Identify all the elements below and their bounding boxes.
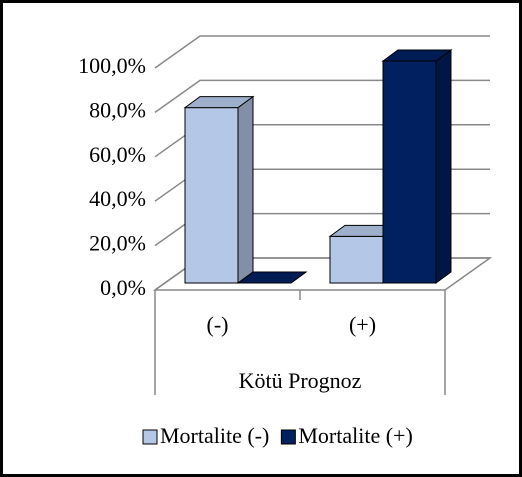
bar	[329, 235, 384, 284]
bar-top	[236, 271, 308, 284]
legend-swatch	[142, 429, 158, 445]
y-tick-label: 20,0%	[89, 231, 146, 256]
bar-side	[237, 95, 254, 284]
x-tick-label: (-)	[207, 312, 229, 337]
bar-top	[183, 96, 255, 109]
y-tick-label: 80,0%	[89, 97, 146, 122]
bar	[184, 107, 239, 284]
y-tick-label: 60,0%	[89, 142, 146, 167]
x-tick-label: (+)	[349, 312, 376, 337]
grid-line	[154, 35, 490, 69]
legend-label: Mortalite (-)	[160, 423, 269, 448]
bar	[382, 60, 437, 284]
legend-label: Mortalite (+)	[298, 423, 412, 448]
y-tick-label: 100,0%	[78, 53, 146, 78]
bar-top	[381, 49, 453, 62]
y-tick-label: 0,0%	[100, 275, 146, 300]
y-tick-label: 40,0%	[89, 186, 146, 211]
legend-swatch	[280, 429, 296, 445]
bar-side	[435, 49, 452, 284]
x-axis-title: Kötü Prognoz	[239, 368, 362, 393]
